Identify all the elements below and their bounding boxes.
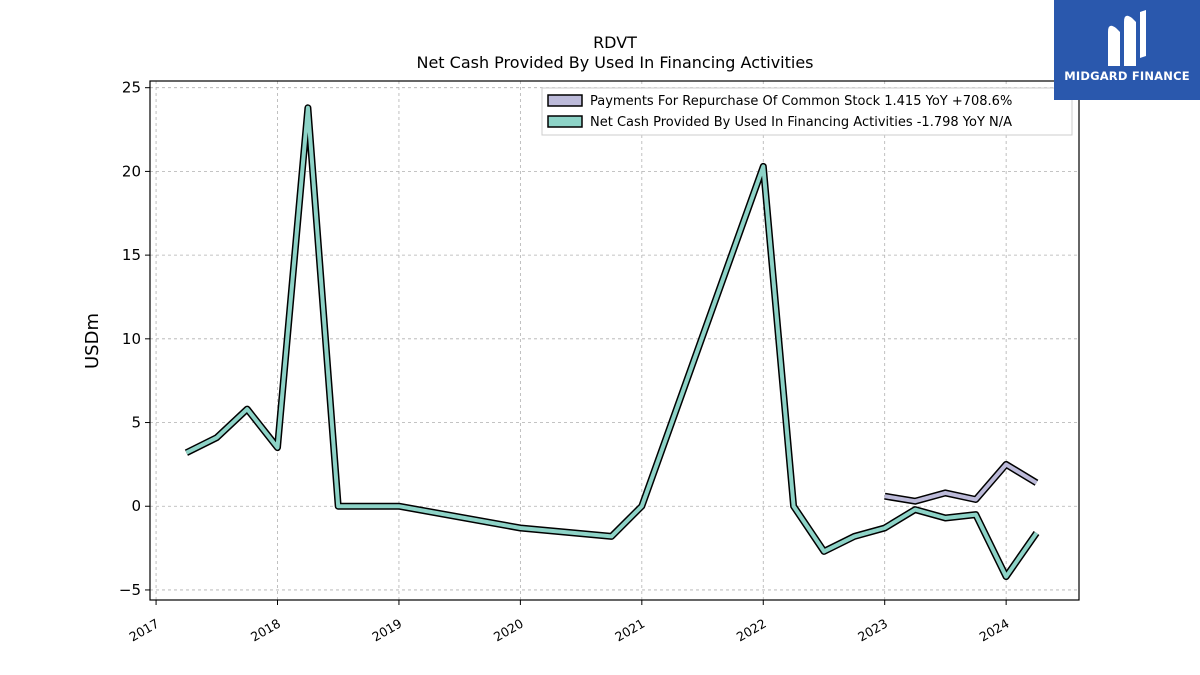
- legend: Payments For Repurchase Of Common Stock …: [541, 87, 1073, 136]
- y-tick-label: 20: [122, 162, 141, 180]
- x-tick-label: 2018: [248, 616, 283, 645]
- x-tick-label: 2020: [491, 616, 526, 645]
- legend-box: [541, 87, 1073, 136]
- y-tick-label: 5: [131, 414, 141, 432]
- axis-ticks: −5 0 5 10 15 20 25 2017 2018 2019 2020 2021 2022 2023…: [119, 79, 1012, 645]
- legend-swatch-financing: [547, 115, 583, 128]
- series-lines: [184, 104, 1040, 581]
- y-tick-label: 0: [131, 497, 141, 515]
- series-line: [884, 462, 1038, 504]
- y-tick-label: 15: [122, 246, 141, 264]
- logo-text: MIDGARD FINANCE: [1064, 69, 1190, 83]
- series-1: [184, 104, 1040, 581]
- y-axis-label: USDm: [82, 313, 103, 369]
- x-tick-label: 2019: [369, 616, 404, 645]
- y-tick-label: 10: [122, 330, 141, 348]
- y-tick-label: −5: [119, 581, 141, 599]
- legend-entry-financing: Net Cash Provided By Used In Financing A…: [590, 115, 1012, 130]
- x-tick-label: 2024: [977, 616, 1012, 645]
- chart-subtitle: Net Cash Provided By Used In Financing A…: [416, 53, 813, 72]
- x-tick-label: 2021: [612, 616, 647, 645]
- series-0: [884, 460, 1039, 505]
- y-tick-label: 25: [122, 79, 141, 97]
- x-tick-label: 2017: [127, 616, 162, 645]
- plot-frame: [149, 80, 1080, 601]
- series-line: [185, 105, 1039, 579]
- midgard-finance-logo: MIDGARD FINANCE: [1054, 0, 1200, 100]
- x-tick-label: 2023: [855, 616, 890, 645]
- legend-entry-repurchase: Payments For Repurchase Of Common Stock …: [590, 94, 1012, 109]
- logo-icon: [1108, 10, 1146, 66]
- chart-title: RDVT: [593, 33, 637, 52]
- x-tick-label: 2022: [734, 616, 769, 645]
- legend-swatch-repurchase: [547, 94, 583, 107]
